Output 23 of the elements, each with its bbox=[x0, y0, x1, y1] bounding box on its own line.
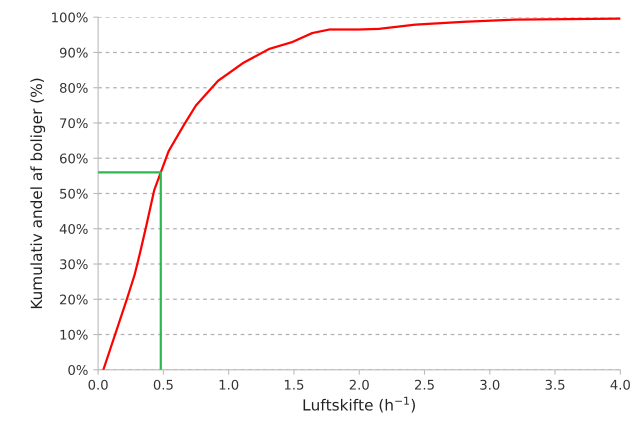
x-axis-title: Luftskifte (h$^{−1}$) bbox=[304, 396, 415, 412]
y-tick-label: 90% bbox=[60, 48, 88, 58]
y-tick-label: 40% bbox=[60, 224, 88, 234]
x-tick-label: 4.0 bbox=[610, 380, 630, 390]
x-tick-label: 0.5 bbox=[154, 380, 173, 390]
x-tick-label: 2.0 bbox=[350, 380, 369, 390]
y-tick-label: 20% bbox=[60, 294, 88, 304]
line-series bbox=[102, 18, 620, 370]
y-axis-title: Kumulativ andel af boliger (%) bbox=[30, 78, 46, 308]
x-tick-label: 1.5 bbox=[284, 380, 304, 390]
y-tick-label: 80% bbox=[60, 82, 88, 93]
x-tick-label: 3.5 bbox=[546, 380, 564, 390]
x-tick-label: 1.0 bbox=[220, 380, 238, 390]
y-tick-label: 0% bbox=[68, 365, 88, 375]
y-tick-label: 30% bbox=[60, 259, 88, 270]
x-tick-label: 3.0 bbox=[480, 380, 500, 390]
x-tick-label: 2.5 bbox=[414, 380, 434, 390]
x-tick-label: 0.0 bbox=[88, 380, 108, 390]
y-tick-label: 10% bbox=[60, 330, 88, 340]
y-tick-label: 100% bbox=[52, 12, 88, 22]
y-tick-label: 70% bbox=[60, 118, 88, 128]
y-tick-label: 50% bbox=[60, 188, 88, 199]
y-tick-label: 60% bbox=[60, 153, 88, 164]
